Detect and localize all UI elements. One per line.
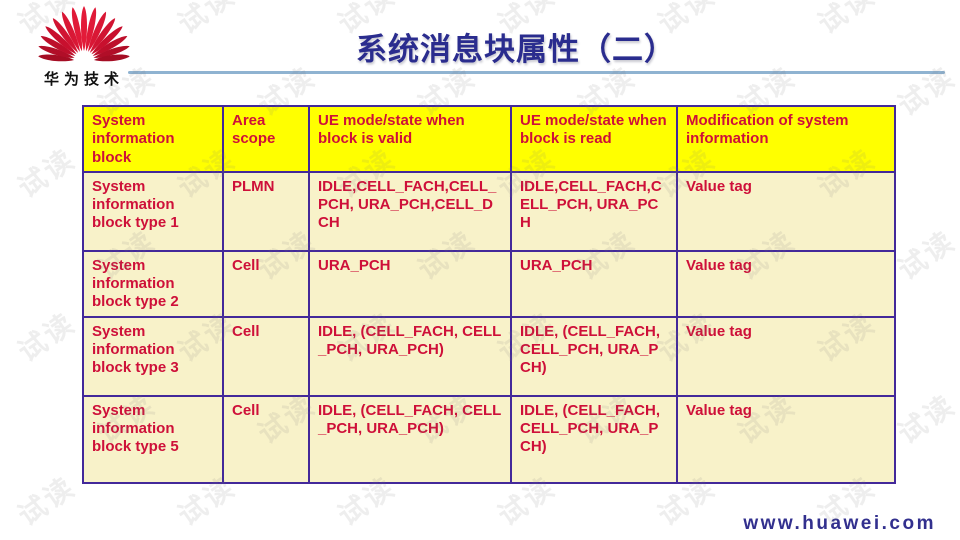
huawei-logo: 华为技术 bbox=[26, 4, 142, 89]
watermark-text: 试读 bbox=[12, 306, 82, 368]
table-cell: System information block type 2 bbox=[82, 249, 224, 318]
table-cell: Cell bbox=[222, 249, 310, 318]
column-header-scope: Area scope bbox=[222, 105, 310, 173]
column-header-valid: UE mode/state when block is valid bbox=[308, 105, 512, 173]
sib-attributes-table: System information block Area scope UE m… bbox=[82, 105, 896, 484]
table-cell: System information block type 1 bbox=[82, 170, 224, 252]
table-row: System information block type 2 Cell URA… bbox=[82, 249, 896, 318]
watermark-text: 试读 bbox=[892, 388, 960, 450]
column-header-block: System information block bbox=[82, 105, 224, 173]
table-cell: PLMN bbox=[222, 170, 310, 252]
watermark-text: 试读 bbox=[12, 142, 82, 204]
title-divider bbox=[128, 71, 945, 74]
table-row: System information block type 5 Cell IDL… bbox=[82, 394, 896, 484]
table-cell: Cell bbox=[222, 315, 310, 397]
column-header-modification: Modification of system information bbox=[676, 105, 896, 173]
table-cell: IDLE, (CELL_FACH, CELL_PCH, URA_PCH) bbox=[308, 394, 512, 484]
watermark-text: 试读 bbox=[12, 470, 82, 532]
table-header-row: System information block Area scope UE m… bbox=[82, 105, 896, 173]
table-cell: Value tag bbox=[676, 249, 896, 318]
website-url: www.huawei.com bbox=[743, 513, 936, 534]
logo-text: 华为技术 bbox=[43, 71, 124, 88]
table-cell: URA_PCH bbox=[308, 249, 512, 318]
table-cell: IDLE, (CELL_FACH, CELL_PCH, URA_PCH) bbox=[510, 394, 678, 484]
table-cell: System information block type 3 bbox=[82, 315, 224, 397]
table-cell: Value tag bbox=[676, 315, 896, 397]
table-cell: Value tag bbox=[676, 170, 896, 252]
table-cell: IDLE,CELL_FACH,CELL_PCH, URA_PCH,CELL_DC… bbox=[308, 170, 512, 252]
table-cell: IDLE, (CELL_FACH, CELL_PCH, URA_PCH) bbox=[510, 315, 678, 397]
table-cell: Cell bbox=[222, 394, 310, 484]
table-cell: IDLE,CELL_FACH,CELL_PCH, URA_PCH bbox=[510, 170, 678, 252]
column-header-read: UE mode/state when block is read bbox=[510, 105, 678, 173]
huawei-fan-icon bbox=[38, 6, 130, 62]
table-row: System information block type 3 Cell IDL… bbox=[82, 315, 896, 397]
table-cell: IDLE, (CELL_FACH, CELL_PCH, URA_PCH) bbox=[308, 315, 512, 397]
watermark-text: 试读 bbox=[892, 224, 960, 286]
table-cell: Value tag bbox=[676, 394, 896, 484]
page-title: 系统消息块属性（二） bbox=[356, 32, 676, 67]
table-cell: System information block type 5 bbox=[82, 394, 224, 484]
table-cell: URA_PCH bbox=[510, 249, 678, 318]
table-row: System information block type 1 PLMN IDL… bbox=[82, 170, 896, 252]
